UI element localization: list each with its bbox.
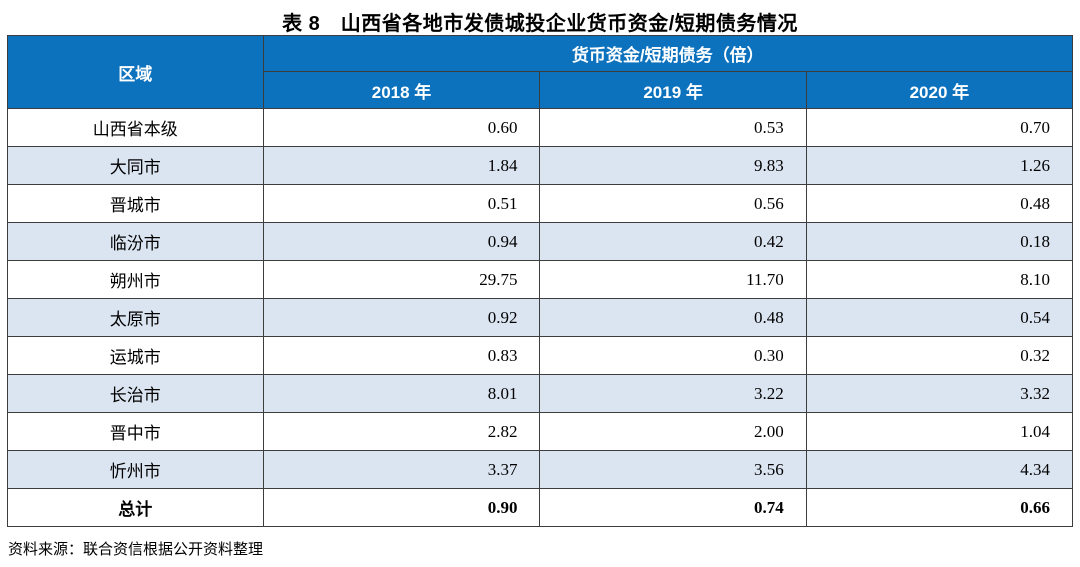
value-cell-2019: 3.22	[539, 374, 807, 413]
value-cell-2020: 0.66	[805, 488, 1074, 527]
value-cell-2020: 0.70	[805, 108, 1074, 147]
region-cell: 山西省本级	[7, 108, 264, 147]
region-cell: 大同市	[7, 146, 264, 185]
value-cell-2019: 0.30	[539, 336, 807, 375]
column-header-2020: 2020 年	[805, 71, 1074, 109]
value-cell-2020: 8.10	[805, 260, 1074, 299]
table-row-datong: 大同市 1.84 9.83 1.26	[7, 146, 1074, 185]
value-cell-2020: 1.04	[805, 412, 1074, 451]
value-cell-2018: 0.94	[262, 222, 541, 261]
region-cell-total: 总计	[7, 488, 264, 527]
value-cell-2019: 0.53	[539, 108, 807, 147]
table-row-jincheng: 晋城市 0.51 0.56 0.48	[7, 184, 1074, 223]
value-cell-2018: 29.75	[262, 260, 541, 299]
value-cell-2019: 2.00	[539, 412, 807, 451]
value-cell-2019: 0.48	[539, 298, 807, 337]
region-cell: 朔州市	[7, 260, 264, 299]
value-cell-2020: 0.18	[805, 222, 1074, 261]
value-cell-2020: 0.32	[805, 336, 1074, 375]
header-row-years: 2018 年 2019 年 2020 年	[8, 71, 1074, 109]
table-row-changzhi: 长治市 8.01 3.22 3.32	[7, 374, 1074, 413]
table-row-taiyuan: 太原市 0.92 0.48 0.54	[7, 298, 1074, 337]
value-cell-2019: 9.83	[539, 146, 807, 185]
value-cell-2020: 1.26	[805, 146, 1074, 185]
table-row-linfen: 临汾市 0.94 0.42 0.18	[7, 222, 1074, 261]
value-cell-2018: 0.51	[262, 184, 541, 223]
value-cell-2019: 3.56	[539, 450, 807, 489]
region-cell: 晋中市	[7, 412, 264, 451]
region-cell: 太原市	[7, 298, 264, 337]
ratio-table: 区域 货币资金/短期债务（倍） 2018 年 2019 年 2020 年 山西省…	[7, 35, 1074, 527]
column-header-2018: 2018 年	[262, 71, 541, 109]
table-row-shuozhou: 朔州市 29.75 11.70 8.10	[7, 260, 1074, 299]
value-cell-2020: 0.48	[805, 184, 1074, 223]
value-cell-2020: 4.34	[805, 450, 1074, 489]
table-row-jinzhong: 晋中市 2.82 2.00 1.04	[7, 412, 1074, 451]
column-header-2019: 2019 年	[539, 71, 807, 109]
value-cell-2019: 11.70	[539, 260, 807, 299]
region-cell: 晋城市	[7, 184, 264, 223]
source-note: 资料来源：联合资信根据公开资料整理	[8, 542, 264, 558]
table-row-yuncheng: 运城市 0.83 0.30 0.32	[7, 336, 1074, 375]
value-cell-2018: 0.92	[262, 298, 541, 337]
value-cell-2018: 0.83	[262, 336, 541, 375]
region-cell: 临汾市	[7, 222, 264, 261]
value-cell-2018: 1.84	[262, 146, 541, 185]
table-row-xinzhou: 忻州市 3.37 3.56 4.34	[7, 450, 1074, 489]
value-cell-2018: 2.82	[262, 412, 541, 451]
header-row-group: 区域 货币资金/短期债务（倍）	[7, 35, 1074, 109]
value-cell-2018: 0.90	[262, 488, 541, 527]
column-group-header: 货币资金/短期债务（倍）	[262, 35, 1074, 72]
value-cell-2018: 0.60	[262, 108, 541, 147]
table-row-total: 总计 0.90 0.74 0.66	[7, 488, 1074, 527]
region-cell: 运城市	[7, 336, 264, 375]
column-header-region: 区域	[7, 35, 264, 109]
value-cell-2019: 0.42	[539, 222, 807, 261]
value-cell-2020: 0.54	[805, 298, 1074, 337]
value-cell-2018: 8.01	[262, 374, 541, 413]
table-title: 表 8 山西省各地市发债城投企业货币资金/短期债务情况	[282, 13, 798, 35]
value-cell-2018: 3.37	[262, 450, 541, 489]
region-cell: 忻州市	[7, 450, 264, 489]
value-cell-2020: 3.32	[805, 374, 1074, 413]
value-cell-2019: 0.74	[539, 488, 807, 527]
value-cell-2019: 0.56	[539, 184, 807, 223]
table-row-shanxi-provincial: 山西省本级 0.60 0.53 0.70	[7, 108, 1074, 147]
region-cell: 长治市	[7, 374, 264, 413]
